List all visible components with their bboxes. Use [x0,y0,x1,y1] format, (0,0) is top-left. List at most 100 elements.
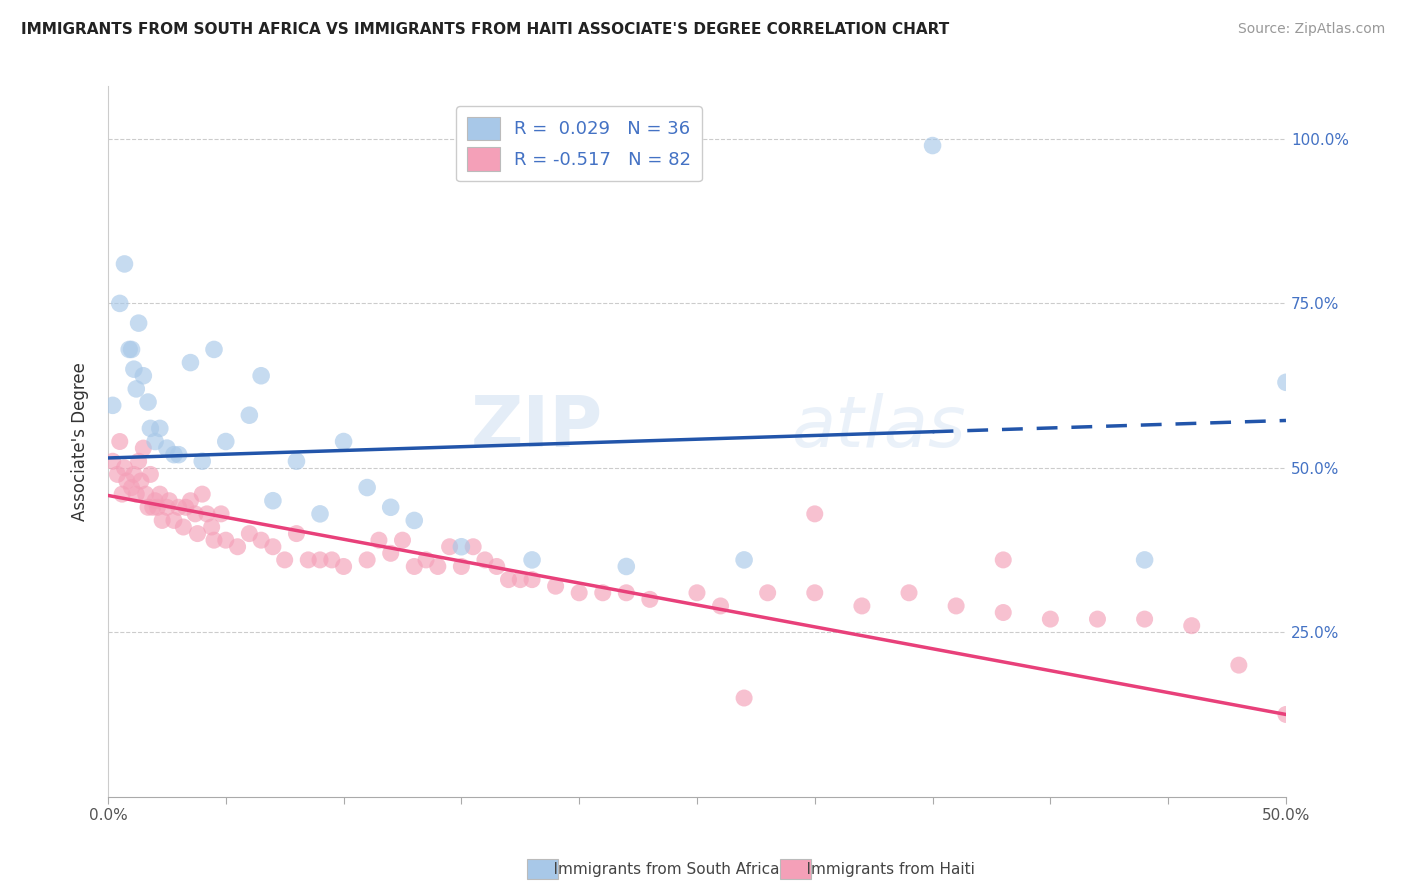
Point [498,573,520,587]
Point [132,368,155,383]
Point [756,586,779,600]
Point [191,487,214,501]
Point [568,586,591,600]
Point [993,553,1015,567]
Point [101,398,124,412]
Point [195,507,218,521]
Text: Source: ZipAtlas.com: Source: ZipAtlas.com [1237,22,1385,37]
Point [1133,553,1156,567]
Point [520,553,543,567]
Point [157,493,180,508]
Point [262,540,284,554]
Text: Immigrants from Haiti: Immigrants from Haiti [787,863,976,877]
Point [520,573,543,587]
Point [993,606,1015,620]
Point [121,343,143,357]
Point [1039,612,1062,626]
Text: IMMIGRANTS FROM SOUTH AFRICA VS IMMIGRANTS FROM HAITI ASSOCIATE'S DEGREE CORRELA: IMMIGRANTS FROM SOUTH AFRICA VS IMMIGRAN… [21,22,949,37]
Point [638,592,661,607]
Point [139,421,162,435]
Point [1275,707,1298,722]
Point [250,368,273,383]
Point [156,441,179,455]
Point [118,343,141,357]
Text: Immigrants from South Africa: Immigrants from South Africa [534,863,780,877]
Point [107,467,129,482]
Point [149,487,172,501]
Point [111,487,134,501]
Point [921,138,943,153]
Point [179,493,201,508]
Point [426,559,449,574]
Point [167,448,190,462]
Point [135,487,157,501]
Point [285,454,308,468]
Point [202,533,225,548]
Point [945,599,967,613]
Point [167,500,190,515]
Point [544,579,567,593]
Y-axis label: Associate's Degree: Associate's Degree [72,362,89,521]
Point [226,540,249,554]
Point [215,533,238,548]
Point [297,553,319,567]
Point [128,454,150,468]
Point [332,559,354,574]
Point [132,441,155,455]
Point [163,448,186,462]
Point [356,553,378,567]
Point [114,460,136,475]
Point [202,343,225,357]
Point [404,559,426,574]
Point [380,500,402,515]
Point [733,553,755,567]
Point [128,316,150,330]
Point [332,434,354,449]
Point [139,467,162,482]
Point [125,382,148,396]
Point [450,540,472,554]
Point [368,533,391,548]
Point [391,533,413,548]
Point [108,434,131,449]
Point [115,474,138,488]
Point [1181,618,1204,632]
Point [142,500,165,515]
Point [614,559,637,574]
Point [450,559,472,574]
Point [474,553,496,567]
Point [1227,658,1250,673]
Point [309,507,332,521]
Point [156,500,179,515]
Point [463,540,485,554]
Point [321,553,343,567]
Point [101,454,124,468]
Point [163,513,186,527]
Point [614,586,637,600]
Point [143,493,166,508]
Text: atlas: atlas [792,392,966,462]
Point [404,513,426,527]
Point [125,487,148,501]
Point [201,520,224,534]
Point [686,586,709,600]
Point [356,481,378,495]
Point [380,546,402,560]
Legend: R =  0.029   N = 36, R = -0.517   N = 82: R = 0.029 N = 36, R = -0.517 N = 82 [457,106,702,181]
Point [108,296,131,310]
Point [273,553,295,567]
Point [122,362,145,376]
Point [485,559,508,574]
Point [129,474,152,488]
Point [709,599,731,613]
Point [1133,612,1156,626]
Point [415,553,437,567]
Point [179,355,201,369]
Point [191,454,214,468]
Point [121,481,143,495]
Point [250,533,273,548]
Point [209,507,232,521]
Point [174,500,197,515]
Point [309,553,332,567]
Point [184,507,207,521]
